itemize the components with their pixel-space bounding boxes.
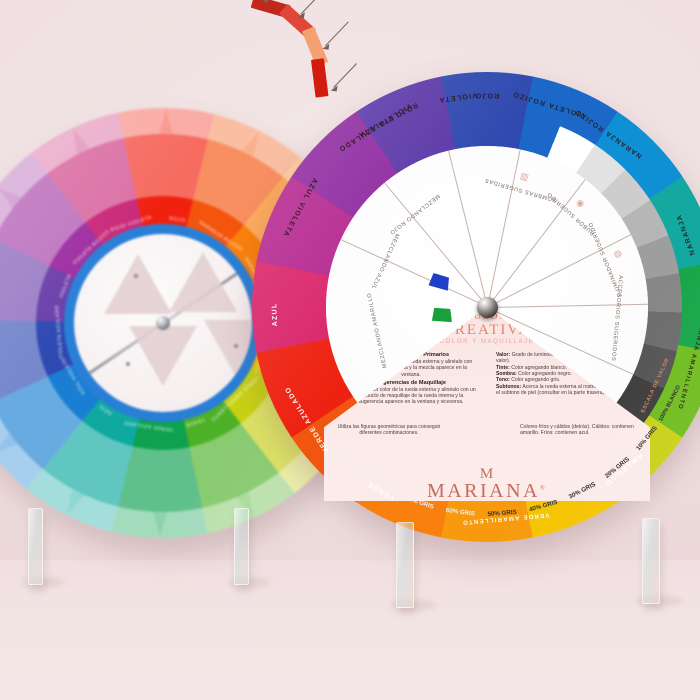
panel-term-tinte: Tinte: Color agregando blanco.: [496, 364, 567, 371]
acrylic-stand-left-1: [28, 508, 43, 585]
pointer-arrow: [258, 0, 292, 11]
left-wheel-hub-pin[interactable]: [156, 316, 170, 330]
hue-label: ROJO: [474, 91, 500, 99]
sector-divider: [340, 239, 488, 307]
brand-name: MARIANA®: [426, 480, 548, 502]
studio-floor: [0, 560, 700, 700]
panel-right-note: Colores fríos y cálidos (detrás). Cálido…: [520, 424, 634, 437]
panel-left-heading-2: Sugerencias de Maquillaje: [376, 379, 446, 386]
pointer-arrow: [294, 0, 328, 26]
pivot-dot: [134, 274, 138, 278]
brand-lockup: M MARIANA® ZAMBRANO: [426, 466, 548, 502]
sector-divider: [487, 303, 648, 308]
geometry-overlay: [104, 254, 172, 314]
panel-term-subtonos: Subtonos: Acerca la rueda externa al ros…: [496, 383, 632, 396]
acrylic-stand-right-2: [642, 518, 660, 604]
panel-title-line2: CREATIVA: [442, 322, 532, 338]
pivot-dot: [234, 344, 238, 348]
stand-shadow-2: [228, 578, 270, 587]
acrylic-stand-right-1: [396, 522, 414, 608]
panel-term-tono: Tono: Color agregando gris.: [496, 377, 561, 384]
panel-left-body-3: Utiliza las figuras geométricas para con…: [337, 424, 441, 437]
geometry-overlay: [129, 326, 197, 386]
color-tab: [431, 307, 452, 323]
panel-subtitle: COLOR Y MAQUILLAJE: [439, 339, 535, 345]
hue-label: AZUL: [271, 302, 280, 327]
panel-left-body-2: Selecciona un color de la rueda externa …: [346, 386, 476, 406]
right-creative-wheel[interactable]: RUEDA CREATIVA COLOR Y MAQUILLAJE Mezcla…: [250, 0, 700, 542]
registered-mark: ®: [540, 485, 548, 492]
pointer-arrow: [327, 61, 361, 100]
sector-divider: [487, 179, 586, 308]
stand-shadow-1: [22, 578, 64, 587]
pointer-arrow: [318, 19, 352, 58]
pivot-dot: [126, 362, 130, 366]
brand-monogram: M: [479, 466, 495, 482]
acrylic-stand-left-2: [234, 508, 249, 585]
panel-term-sombra: Sombra: Color agregando negro.: [496, 370, 572, 377]
geometry-overlay: [204, 320, 252, 380]
geometry-overlay: [169, 252, 237, 312]
wheel-hub-pin[interactable]: [476, 296, 498, 318]
